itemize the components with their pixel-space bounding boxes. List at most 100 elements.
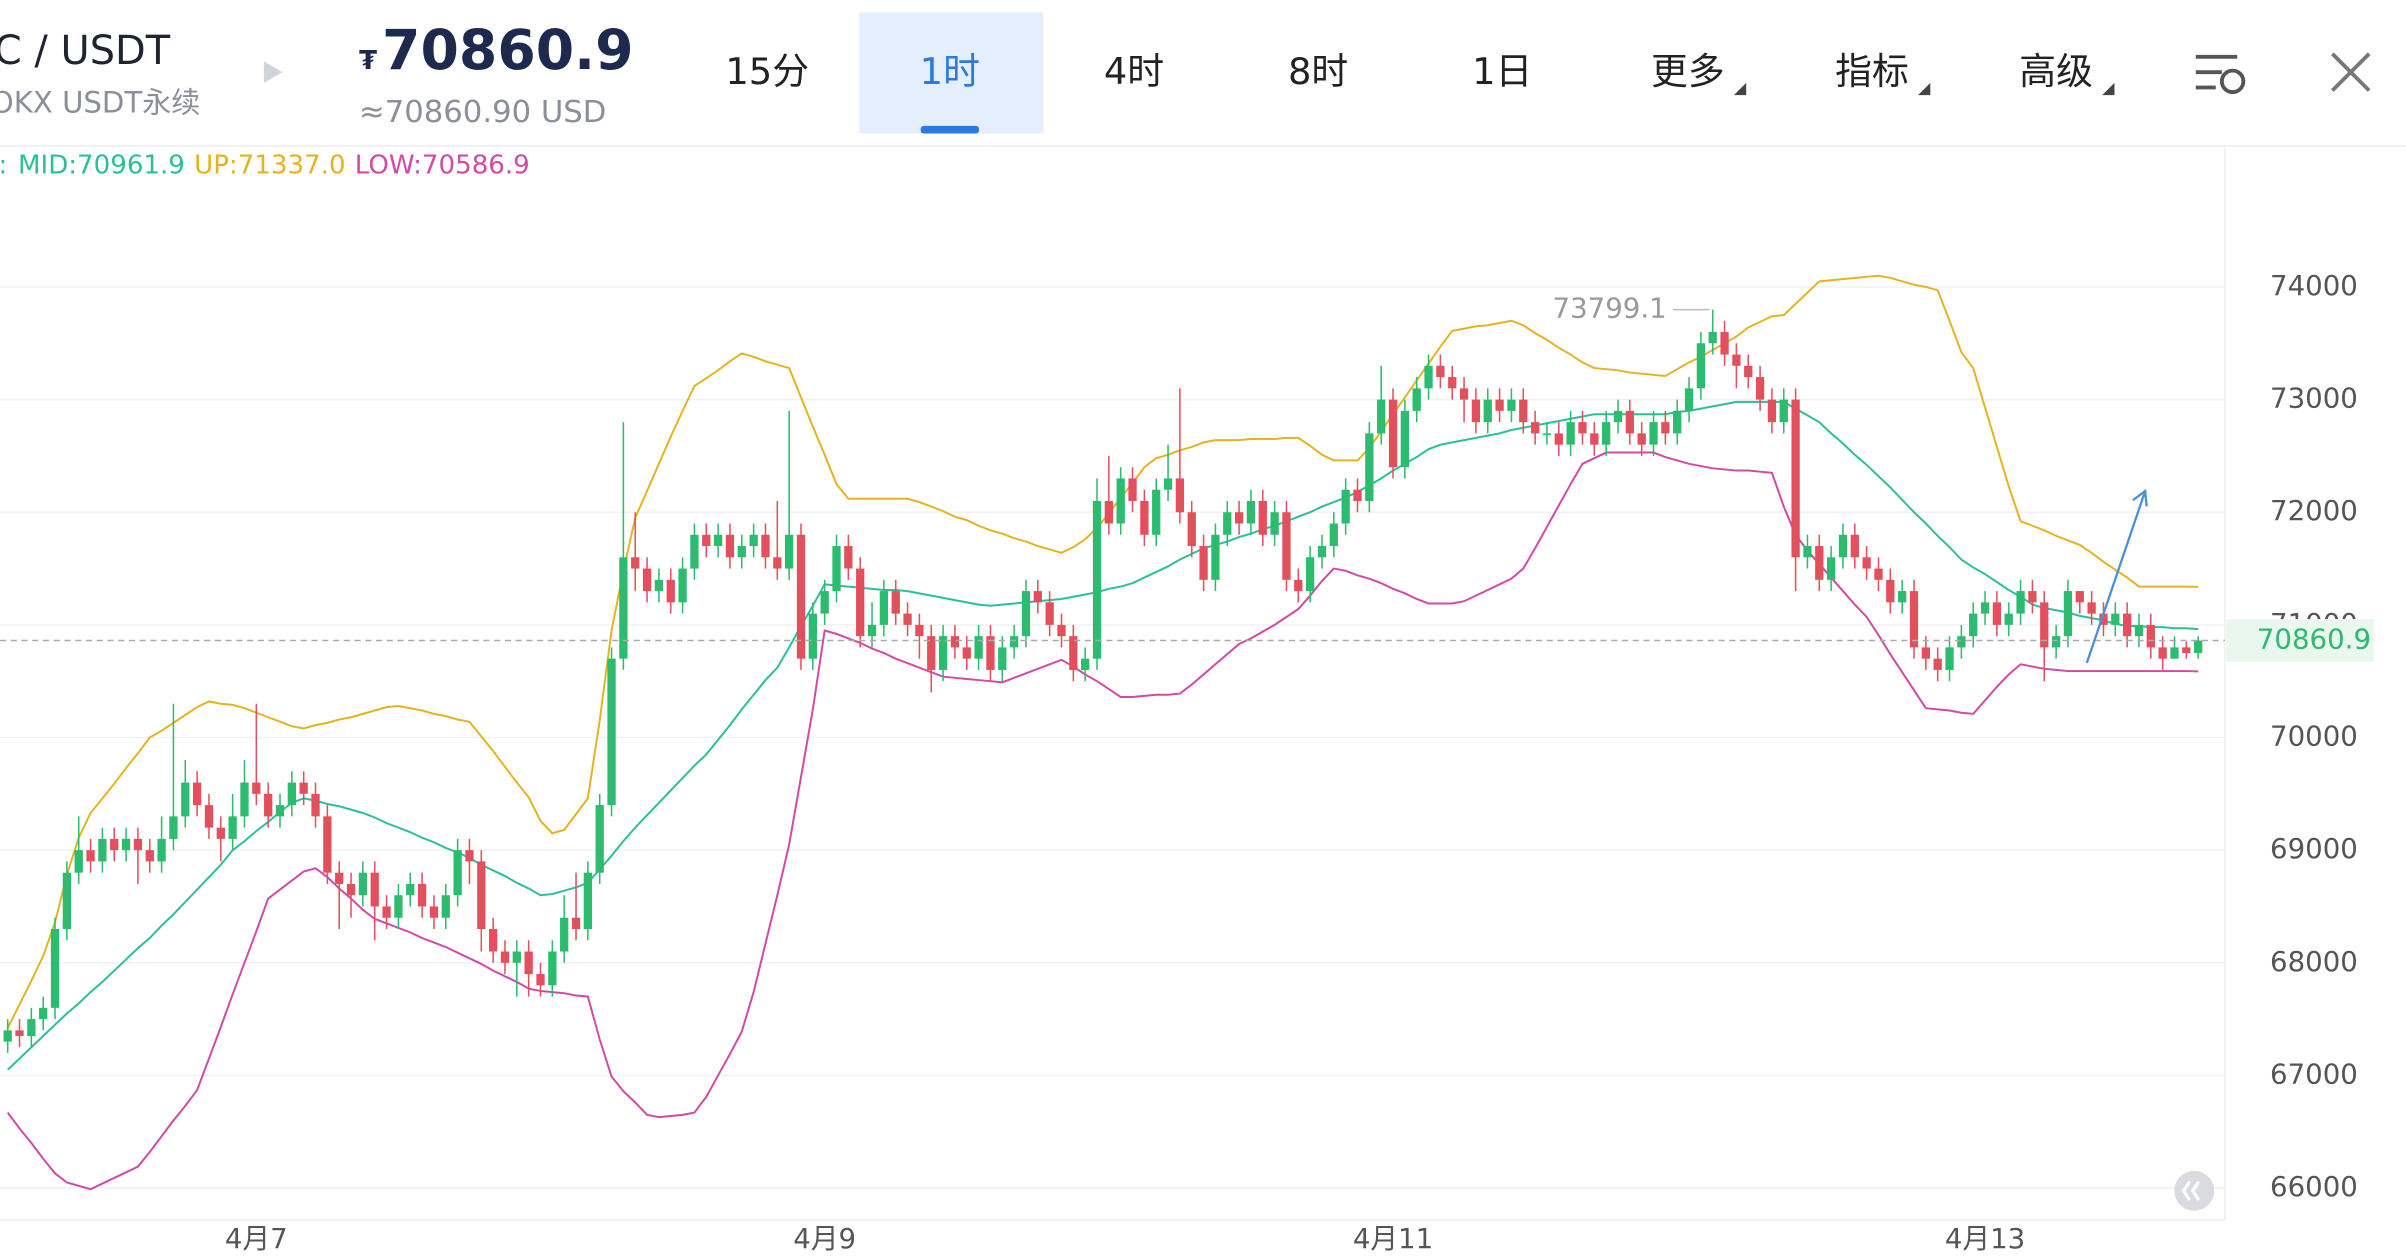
candle-body bbox=[808, 613, 817, 659]
candle-body bbox=[844, 546, 853, 569]
candle-body bbox=[299, 782, 308, 794]
timeframe-tabs: 15分 1时 4时 8时 1日 更多 指标 高级 bbox=[725, 50, 2093, 93]
timeframe-tab[interactable]: 8时 bbox=[1288, 50, 1348, 93]
candle-body bbox=[891, 591, 900, 614]
candle-body bbox=[548, 951, 557, 986]
candle-body bbox=[2182, 647, 2191, 654]
candle-body bbox=[157, 838, 166, 862]
drawn-arrow bbox=[2085, 488, 2148, 664]
candle-body bbox=[133, 838, 143, 851]
candle-body bbox=[1270, 512, 1279, 535]
plot: 6600067000680006900070000710007200073000… bbox=[0, 150, 2374, 1255]
candle-body bbox=[1009, 636, 1019, 648]
candle-body bbox=[27, 1019, 36, 1037]
x-tick-label: 4月11 bbox=[1353, 1222, 1433, 1255]
candle-body bbox=[938, 636, 948, 670]
caret bbox=[2102, 82, 2115, 96]
expand-icon[interactable] bbox=[263, 61, 283, 83]
candle-body bbox=[998, 647, 1007, 670]
candle-body bbox=[1921, 647, 1930, 659]
candle-body bbox=[642, 568, 652, 592]
timeframe-tab[interactable]: 1日 bbox=[1472, 50, 1532, 93]
x-tick-label: 4月13 bbox=[1945, 1222, 2025, 1255]
timeframe-tab[interactable]: 1时 bbox=[920, 50, 980, 93]
candle-body bbox=[1092, 500, 1102, 659]
y-tick-label: 73000 bbox=[2270, 382, 2358, 415]
candle-body bbox=[2051, 636, 2061, 648]
candle-body bbox=[950, 636, 960, 648]
candle-body bbox=[1045, 602, 1054, 625]
candle-body bbox=[1116, 478, 1125, 524]
candle-body bbox=[275, 805, 285, 817]
candle-body bbox=[358, 872, 368, 896]
candle-body bbox=[785, 534, 794, 569]
x-tick-label: 4月9 bbox=[793, 1222, 856, 1255]
candle-body bbox=[1542, 433, 1552, 435]
candle-body bbox=[346, 883, 356, 896]
candle-body bbox=[702, 534, 711, 547]
candle-body bbox=[2134, 624, 2144, 637]
candle-body bbox=[1317, 546, 1327, 558]
candle-body bbox=[1448, 377, 1457, 389]
legend-entry: UP:71337.0 bbox=[194, 150, 345, 180]
candle-body bbox=[15, 1030, 24, 1037]
band-line bbox=[6, 274, 2199, 1029]
timeframe-tab[interactable]: 高级 bbox=[2019, 50, 2093, 93]
candle-body bbox=[1708, 332, 1717, 344]
scroll-latest-button[interactable] bbox=[2174, 1170, 2215, 1211]
candle-body bbox=[323, 816, 332, 873]
settings-icon[interactable] bbox=[2195, 54, 2246, 95]
timeframe-tab[interactable]: 指标 bbox=[1835, 50, 1909, 93]
candle-body bbox=[1755, 377, 1765, 400]
candle-body bbox=[1069, 636, 1078, 670]
candle-body bbox=[1400, 410, 1410, 468]
last-price-box bbox=[2226, 619, 2374, 663]
candle-body bbox=[1661, 422, 1670, 434]
selected-tab-indicator bbox=[920, 125, 979, 134]
candle-body bbox=[1152, 489, 1161, 535]
candle-body bbox=[98, 838, 107, 862]
candle-body bbox=[1246, 500, 1256, 524]
timeframe-tab[interactable]: 15分 bbox=[725, 50, 809, 93]
candle-body bbox=[560, 917, 569, 952]
candle-body bbox=[927, 636, 936, 670]
candle-body bbox=[962, 647, 971, 659]
candle-body bbox=[1696, 343, 1706, 389]
close-icon[interactable] bbox=[2330, 52, 2371, 92]
candle-body bbox=[986, 636, 995, 670]
candle-body bbox=[1590, 433, 1599, 445]
candle-body bbox=[287, 782, 296, 806]
candle-body bbox=[749, 534, 758, 547]
candle-body bbox=[382, 906, 391, 918]
selected-tab-bg bbox=[859, 12, 1044, 134]
candle-body bbox=[1081, 658, 1090, 670]
candle-body bbox=[2063, 591, 2073, 637]
y-tick-label: 66000 bbox=[2270, 1170, 2358, 1203]
candle-body bbox=[524, 951, 533, 975]
candle-body bbox=[1779, 399, 1788, 423]
candle-body bbox=[773, 557, 782, 569]
candle-body bbox=[417, 883, 427, 907]
candle-body bbox=[1495, 399, 1504, 411]
legend-entry: LOW:70586.9 bbox=[355, 150, 530, 180]
candle-body bbox=[879, 591, 889, 625]
candle-body bbox=[1223, 512, 1232, 535]
candle-body bbox=[2146, 624, 2155, 648]
candle-body bbox=[1969, 613, 1978, 637]
candle-body bbox=[1992, 602, 2002, 625]
candle-body bbox=[252, 782, 261, 794]
candle-body bbox=[631, 557, 640, 569]
candle-body bbox=[571, 917, 581, 930]
candle-body bbox=[1826, 557, 1836, 580]
candle-body bbox=[1945, 647, 1954, 670]
candle-body bbox=[1459, 388, 1469, 400]
candle-body bbox=[2087, 602, 2096, 614]
timeframe-tab[interactable]: 4时 bbox=[1104, 50, 1164, 93]
y-tick-label: 68000 bbox=[2270, 945, 2358, 978]
timeframe-tab[interactable]: 更多 bbox=[1651, 50, 1725, 93]
candle-body bbox=[737, 546, 746, 558]
candle-body bbox=[1128, 478, 1137, 501]
candle-body bbox=[192, 782, 202, 806]
caret bbox=[1918, 82, 1931, 96]
